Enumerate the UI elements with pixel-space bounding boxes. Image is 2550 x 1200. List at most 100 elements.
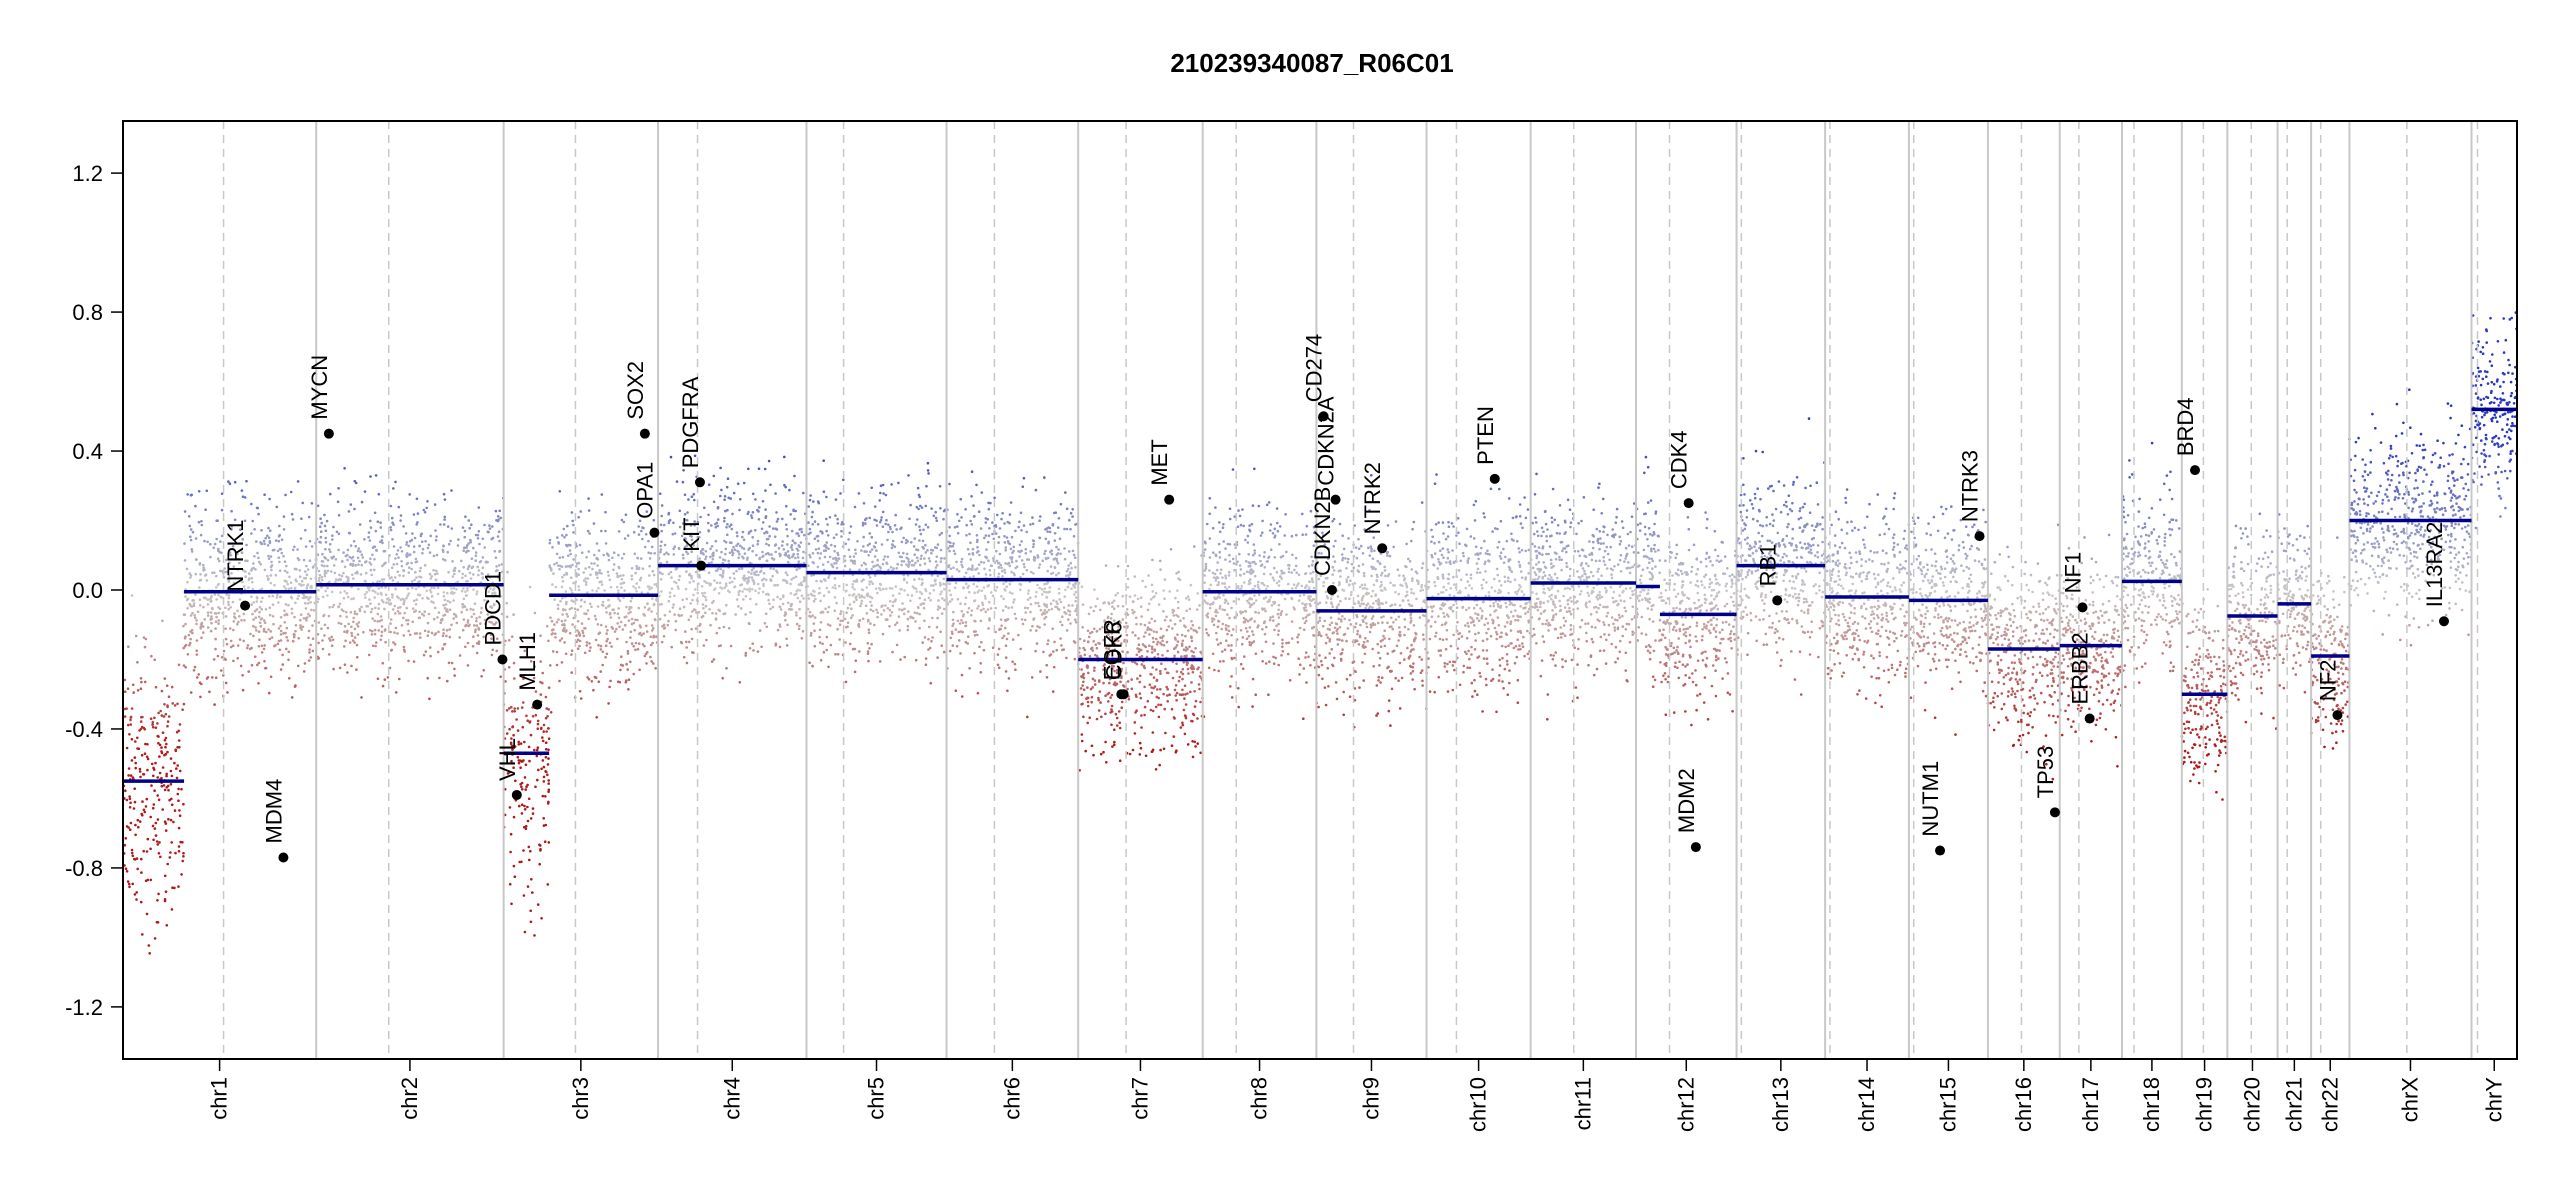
probe-dot [952, 566, 955, 569]
probe-dot [723, 586, 727, 589]
probe-dot [987, 534, 991, 537]
probe-dot [173, 761, 176, 765]
probe-dot [975, 534, 979, 537]
probe-dot [389, 602, 393, 605]
probe-dot [410, 561, 413, 565]
probe-dot [1153, 649, 1156, 652]
probe-dot [1143, 685, 1146, 689]
probe-dot [1106, 616, 1110, 619]
probe-dot [725, 667, 728, 670]
probe-dot [130, 848, 134, 852]
probe-dot [1187, 598, 1191, 601]
probe-dot [419, 533, 423, 536]
probe-dot [783, 553, 787, 557]
probe-dot [225, 570, 228, 574]
probe-dot [1014, 529, 1017, 533]
probe-dot [734, 613, 737, 616]
probe-dot [262, 627, 266, 631]
probe-dot [447, 542, 451, 546]
probe-dot [384, 640, 387, 644]
probe-dot [227, 603, 230, 606]
probe-dot [498, 595, 502, 598]
probe-dot [189, 637, 192, 641]
probe-dot [953, 526, 957, 529]
probe-dot [773, 535, 777, 538]
probe-dot [685, 570, 688, 573]
probe-dot [1059, 637, 1062, 640]
probe-dot [163, 738, 167, 742]
probe-dot [1150, 647, 1154, 651]
probe-dot [630, 574, 633, 578]
probe-dot [1034, 488, 1038, 492]
probe-dot [158, 743, 162, 747]
probe-dot [209, 555, 212, 559]
probe-dot [848, 603, 852, 606]
probe-dot [1038, 519, 1041, 522]
probe-dot [1051, 571, 1055, 575]
probe-dot [776, 628, 780, 632]
probe-dot [563, 624, 566, 627]
probe-dot [230, 528, 233, 531]
probe-dot [884, 522, 887, 526]
probe-dot [136, 661, 139, 664]
probe-dot [1148, 683, 1152, 686]
probe-dot [412, 660, 416, 663]
probe-dot [332, 564, 336, 567]
probe-dot [557, 618, 560, 621]
probe-dot [283, 569, 287, 573]
probe-dot [1065, 527, 1069, 531]
probe-dot [764, 593, 768, 596]
probe-dot [260, 587, 264, 591]
probe-dot [129, 774, 133, 777]
probe-dot [691, 598, 694, 602]
probe-dot [949, 593, 953, 597]
probe-dot [836, 617, 840, 620]
probe-dot [1180, 633, 1184, 637]
probe-dot [182, 646, 185, 650]
probe-dot [881, 525, 885, 528]
probe-dot [1190, 620, 1193, 623]
probe-dot [467, 624, 471, 628]
probe-dot [346, 671, 349, 674]
probe-dot [183, 510, 187, 513]
probe-dot [398, 612, 402, 615]
probe-dot [811, 594, 814, 597]
probe-dot [741, 535, 744, 539]
probe-dot [744, 595, 748, 598]
probe-dot [807, 505, 810, 508]
probe-dot [1155, 630, 1158, 634]
probe-dot [352, 620, 355, 624]
probe-dot [819, 579, 823, 583]
probe-dot [198, 579, 202, 582]
probe-dot [970, 495, 973, 498]
probe-dot [913, 586, 916, 590]
probe-dot [261, 596, 264, 600]
probe-dot [1082, 673, 1085, 676]
probe-dot [380, 593, 383, 596]
probe-dot [835, 533, 838, 536]
probe-dot [1018, 543, 1022, 547]
probe-dot [939, 548, 943, 552]
probe-dot [580, 598, 583, 602]
probe-dot [163, 899, 167, 903]
probe-dot [227, 566, 230, 570]
probe-dot [530, 878, 533, 881]
probe-dot [762, 572, 766, 575]
probe-dot [318, 525, 322, 528]
probe-dot [354, 481, 358, 485]
probe-dot [746, 588, 749, 591]
probe-dot [737, 550, 740, 554]
probe-dot [227, 596, 231, 600]
probe-dot [477, 569, 481, 572]
probe-dot [1254, 599, 1258, 602]
probe-dot [173, 886, 176, 890]
probe-dot [711, 611, 714, 615]
probe-dot [1093, 627, 1096, 631]
probe-dot [125, 798, 129, 802]
probe-dot [973, 591, 976, 594]
probe-dot [381, 661, 385, 665]
probe-dot [869, 622, 872, 625]
probe-dot [1166, 694, 1169, 697]
probe-dot [742, 598, 745, 601]
probe-dot [1067, 609, 1070, 612]
